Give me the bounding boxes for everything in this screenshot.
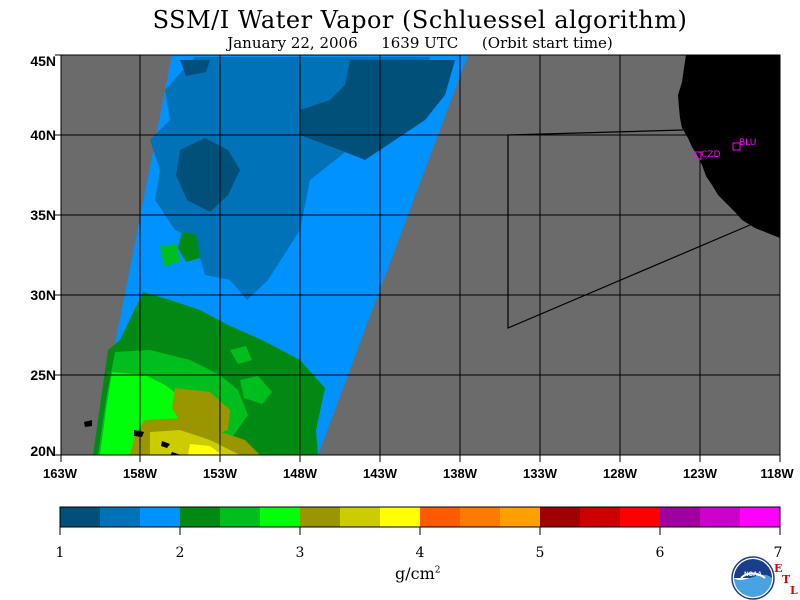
lon-label-138w: 138W — [443, 466, 478, 481]
colorbar-cell — [220, 507, 261, 527]
etl-letter-e: E — [774, 562, 783, 575]
lat-label-30n: 30N — [30, 287, 56, 303]
colorbar-tick-label-3: 3 — [296, 545, 305, 561]
colorbar-cell — [420, 507, 461, 527]
map-title: SSM/I Water Vapor (Schluessel algorithm) — [152, 6, 688, 34]
colorbar-cell — [180, 507, 221, 527]
colorbar-cell — [660, 507, 701, 527]
lat-label-45n: 45N — [30, 53, 56, 69]
colorbar-cell — [540, 507, 581, 527]
colorbar-cell — [500, 507, 541, 527]
colorbar-tick-label-5: 5 — [536, 545, 545, 561]
lon-label-153w: 153W — [203, 466, 238, 481]
lon-label-143w: 143W — [363, 466, 398, 481]
time-text: 1639 UTC — [381, 34, 459, 52]
lon-label-128w: 128W — [603, 466, 638, 481]
colorbar-cell — [620, 507, 661, 527]
station-blu-label: BLU — [739, 138, 756, 148]
lat-lon-grid — [61, 55, 780, 455]
colorbar-cell — [580, 507, 621, 527]
lat-label-25n: 25N — [30, 367, 56, 383]
etl-letter-t: T — [782, 573, 791, 586]
lat-label-35n: 35N — [30, 207, 56, 223]
colorbar-cell — [140, 507, 181, 527]
colorbar-units: g/cm2 — [395, 564, 441, 583]
colorbar-tick-label-2: 2 — [176, 545, 185, 561]
lon-label-163w: 163W — [43, 466, 78, 481]
colorbar-cell — [60, 507, 101, 527]
california-coast — [678, 55, 780, 238]
lon-label-133w: 133W — [523, 466, 558, 481]
map-subtitle: January 22, 2006 1639 UTC (Orbit start t… — [0, 34, 800, 52]
colorbar-cell — [340, 507, 381, 527]
units-exponent: 2 — [434, 565, 441, 576]
colorbar-tick-label-1: 1 — [56, 545, 65, 561]
colorbar-tick-label-4: 4 — [416, 545, 425, 561]
colorbar-cell — [380, 507, 421, 527]
colorbar-cell — [460, 507, 501, 527]
units-text: g/cm — [395, 564, 435, 583]
hawaiian-islands — [84, 420, 181, 455]
station-czd-label: CZD — [701, 150, 720, 160]
colorbar-cell — [700, 507, 741, 527]
lon-label-158w: 158W — [123, 466, 158, 481]
map-frame — [60, 54, 781, 456]
station-blu-marker: BLU — [732, 138, 756, 151]
lon-label-123w: 123W — [683, 466, 718, 481]
lon-label-118w: 118W — [760, 466, 794, 481]
lat-label-20n: 20N — [30, 443, 56, 459]
region-outline — [507, 129, 751, 329]
noaa-logo: NOAA — [731, 556, 775, 600]
colorbar-tick-label-7: 7 — [774, 545, 783, 561]
lon-label-148w: 148W — [283, 466, 318, 481]
orbit-note-text: (Orbit start time) — [481, 34, 613, 52]
lat-label-40n: 40N — [30, 127, 56, 143]
colorbar-cell — [260, 507, 301, 527]
colorbar-cell — [100, 507, 141, 527]
etl-letter-l: L — [790, 584, 798, 597]
noaa-logo-text: NOAA — [744, 572, 762, 578]
colorbar-tick-label-6: 6 — [656, 545, 665, 561]
date-text: January 22, 2006 — [227, 34, 358, 52]
colorbar-cell — [300, 507, 341, 527]
station-czd-marker: CZD — [693, 150, 720, 160]
colorbar-cell — [740, 507, 781, 527]
